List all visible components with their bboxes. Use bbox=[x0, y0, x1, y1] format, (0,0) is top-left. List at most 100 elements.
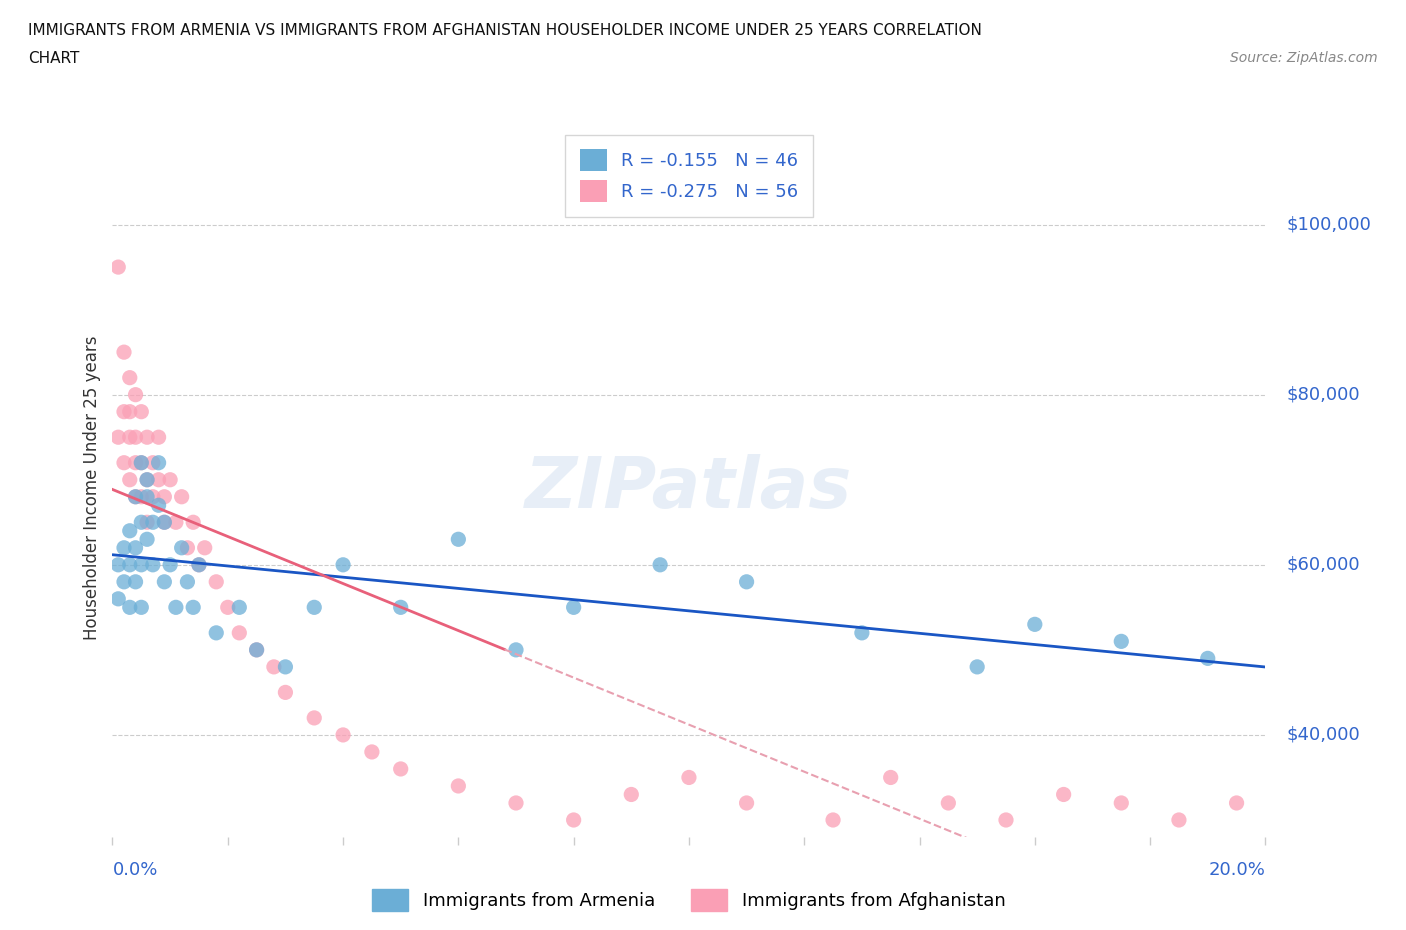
Text: Source: ZipAtlas.com: Source: ZipAtlas.com bbox=[1230, 51, 1378, 65]
Point bbox=[136, 515, 159, 530]
Point bbox=[142, 557, 165, 572]
Point bbox=[142, 489, 165, 504]
Point bbox=[735, 575, 758, 590]
Point bbox=[304, 600, 326, 615]
Point bbox=[124, 575, 146, 590]
Point bbox=[505, 795, 527, 810]
Point bbox=[124, 540, 146, 555]
Point bbox=[148, 498, 170, 512]
Point bbox=[176, 540, 198, 555]
Point bbox=[112, 345, 135, 360]
Text: ZIPatlas: ZIPatlas bbox=[526, 454, 852, 523]
Point bbox=[118, 370, 141, 385]
Point bbox=[274, 685, 297, 700]
Y-axis label: Householder Income Under 25 years: Householder Income Under 25 years bbox=[83, 336, 101, 641]
Point bbox=[1111, 795, 1133, 810]
Point bbox=[129, 456, 153, 471]
Point bbox=[562, 600, 585, 615]
Point bbox=[505, 643, 527, 658]
Point bbox=[107, 430, 129, 445]
Point bbox=[274, 659, 297, 674]
Point bbox=[360, 745, 382, 760]
Legend: R = -0.155   N = 46, R = -0.275   N = 56: R = -0.155 N = 46, R = -0.275 N = 56 bbox=[565, 135, 813, 217]
Point bbox=[148, 456, 170, 471]
Point bbox=[648, 557, 672, 572]
Point bbox=[205, 575, 228, 590]
Point bbox=[263, 659, 285, 674]
Point bbox=[153, 575, 176, 590]
Point bbox=[1052, 787, 1074, 802]
Point bbox=[332, 557, 354, 572]
Point bbox=[118, 405, 141, 419]
Point bbox=[165, 515, 187, 530]
Text: 20.0%: 20.0% bbox=[1209, 860, 1265, 879]
Point bbox=[153, 515, 176, 530]
Point bbox=[124, 456, 146, 471]
Point bbox=[124, 489, 146, 504]
Point bbox=[118, 524, 141, 538]
Point bbox=[447, 532, 470, 547]
Point bbox=[1226, 795, 1249, 810]
Point bbox=[389, 600, 412, 615]
Text: 0.0%: 0.0% bbox=[112, 860, 157, 879]
Point bbox=[129, 515, 153, 530]
Point bbox=[1197, 651, 1219, 666]
Point bbox=[124, 430, 146, 445]
Point bbox=[112, 405, 135, 419]
Point bbox=[678, 770, 700, 785]
Point bbox=[1167, 813, 1189, 828]
Point bbox=[112, 456, 135, 471]
Point bbox=[136, 489, 159, 504]
Point bbox=[142, 515, 165, 530]
Point bbox=[1024, 617, 1046, 631]
Point bbox=[217, 600, 239, 615]
Point bbox=[181, 515, 204, 530]
Point bbox=[170, 540, 193, 555]
Point bbox=[129, 489, 153, 504]
Point bbox=[118, 600, 141, 615]
Point bbox=[153, 515, 176, 530]
Point bbox=[245, 643, 267, 658]
Point bbox=[136, 472, 159, 487]
Point bbox=[821, 813, 844, 828]
Point bbox=[851, 625, 873, 640]
Point bbox=[389, 762, 412, 777]
Point bbox=[112, 540, 135, 555]
Text: $60,000: $60,000 bbox=[1286, 556, 1360, 574]
Point bbox=[107, 591, 129, 606]
Point bbox=[181, 600, 204, 615]
Point bbox=[966, 659, 988, 674]
Point bbox=[304, 711, 326, 725]
Point bbox=[129, 600, 153, 615]
Text: IMMIGRANTS FROM ARMENIA VS IMMIGRANTS FROM AFGHANISTAN HOUSEHOLDER INCOME UNDER : IMMIGRANTS FROM ARMENIA VS IMMIGRANTS FR… bbox=[28, 23, 981, 38]
Point bbox=[562, 813, 585, 828]
Point bbox=[136, 472, 159, 487]
Point bbox=[148, 472, 170, 487]
Point bbox=[170, 489, 193, 504]
Point bbox=[1111, 634, 1133, 649]
Point bbox=[159, 472, 181, 487]
Point bbox=[124, 387, 146, 402]
Point bbox=[332, 727, 354, 742]
Point bbox=[165, 600, 187, 615]
Point bbox=[447, 778, 470, 793]
Point bbox=[107, 259, 129, 274]
Point bbox=[176, 575, 198, 590]
Point bbox=[995, 813, 1018, 828]
Point bbox=[735, 795, 758, 810]
Point bbox=[129, 456, 153, 471]
Point bbox=[194, 540, 217, 555]
Point bbox=[118, 472, 141, 487]
Point bbox=[228, 625, 250, 640]
Point bbox=[118, 557, 141, 572]
Point bbox=[112, 575, 135, 590]
Point bbox=[880, 770, 903, 785]
Point bbox=[159, 557, 181, 572]
Point bbox=[118, 430, 141, 445]
Text: CHART: CHART bbox=[28, 51, 80, 66]
Point bbox=[228, 600, 250, 615]
Point bbox=[136, 430, 159, 445]
Point bbox=[188, 557, 211, 572]
Point bbox=[148, 430, 170, 445]
Point bbox=[620, 787, 643, 802]
